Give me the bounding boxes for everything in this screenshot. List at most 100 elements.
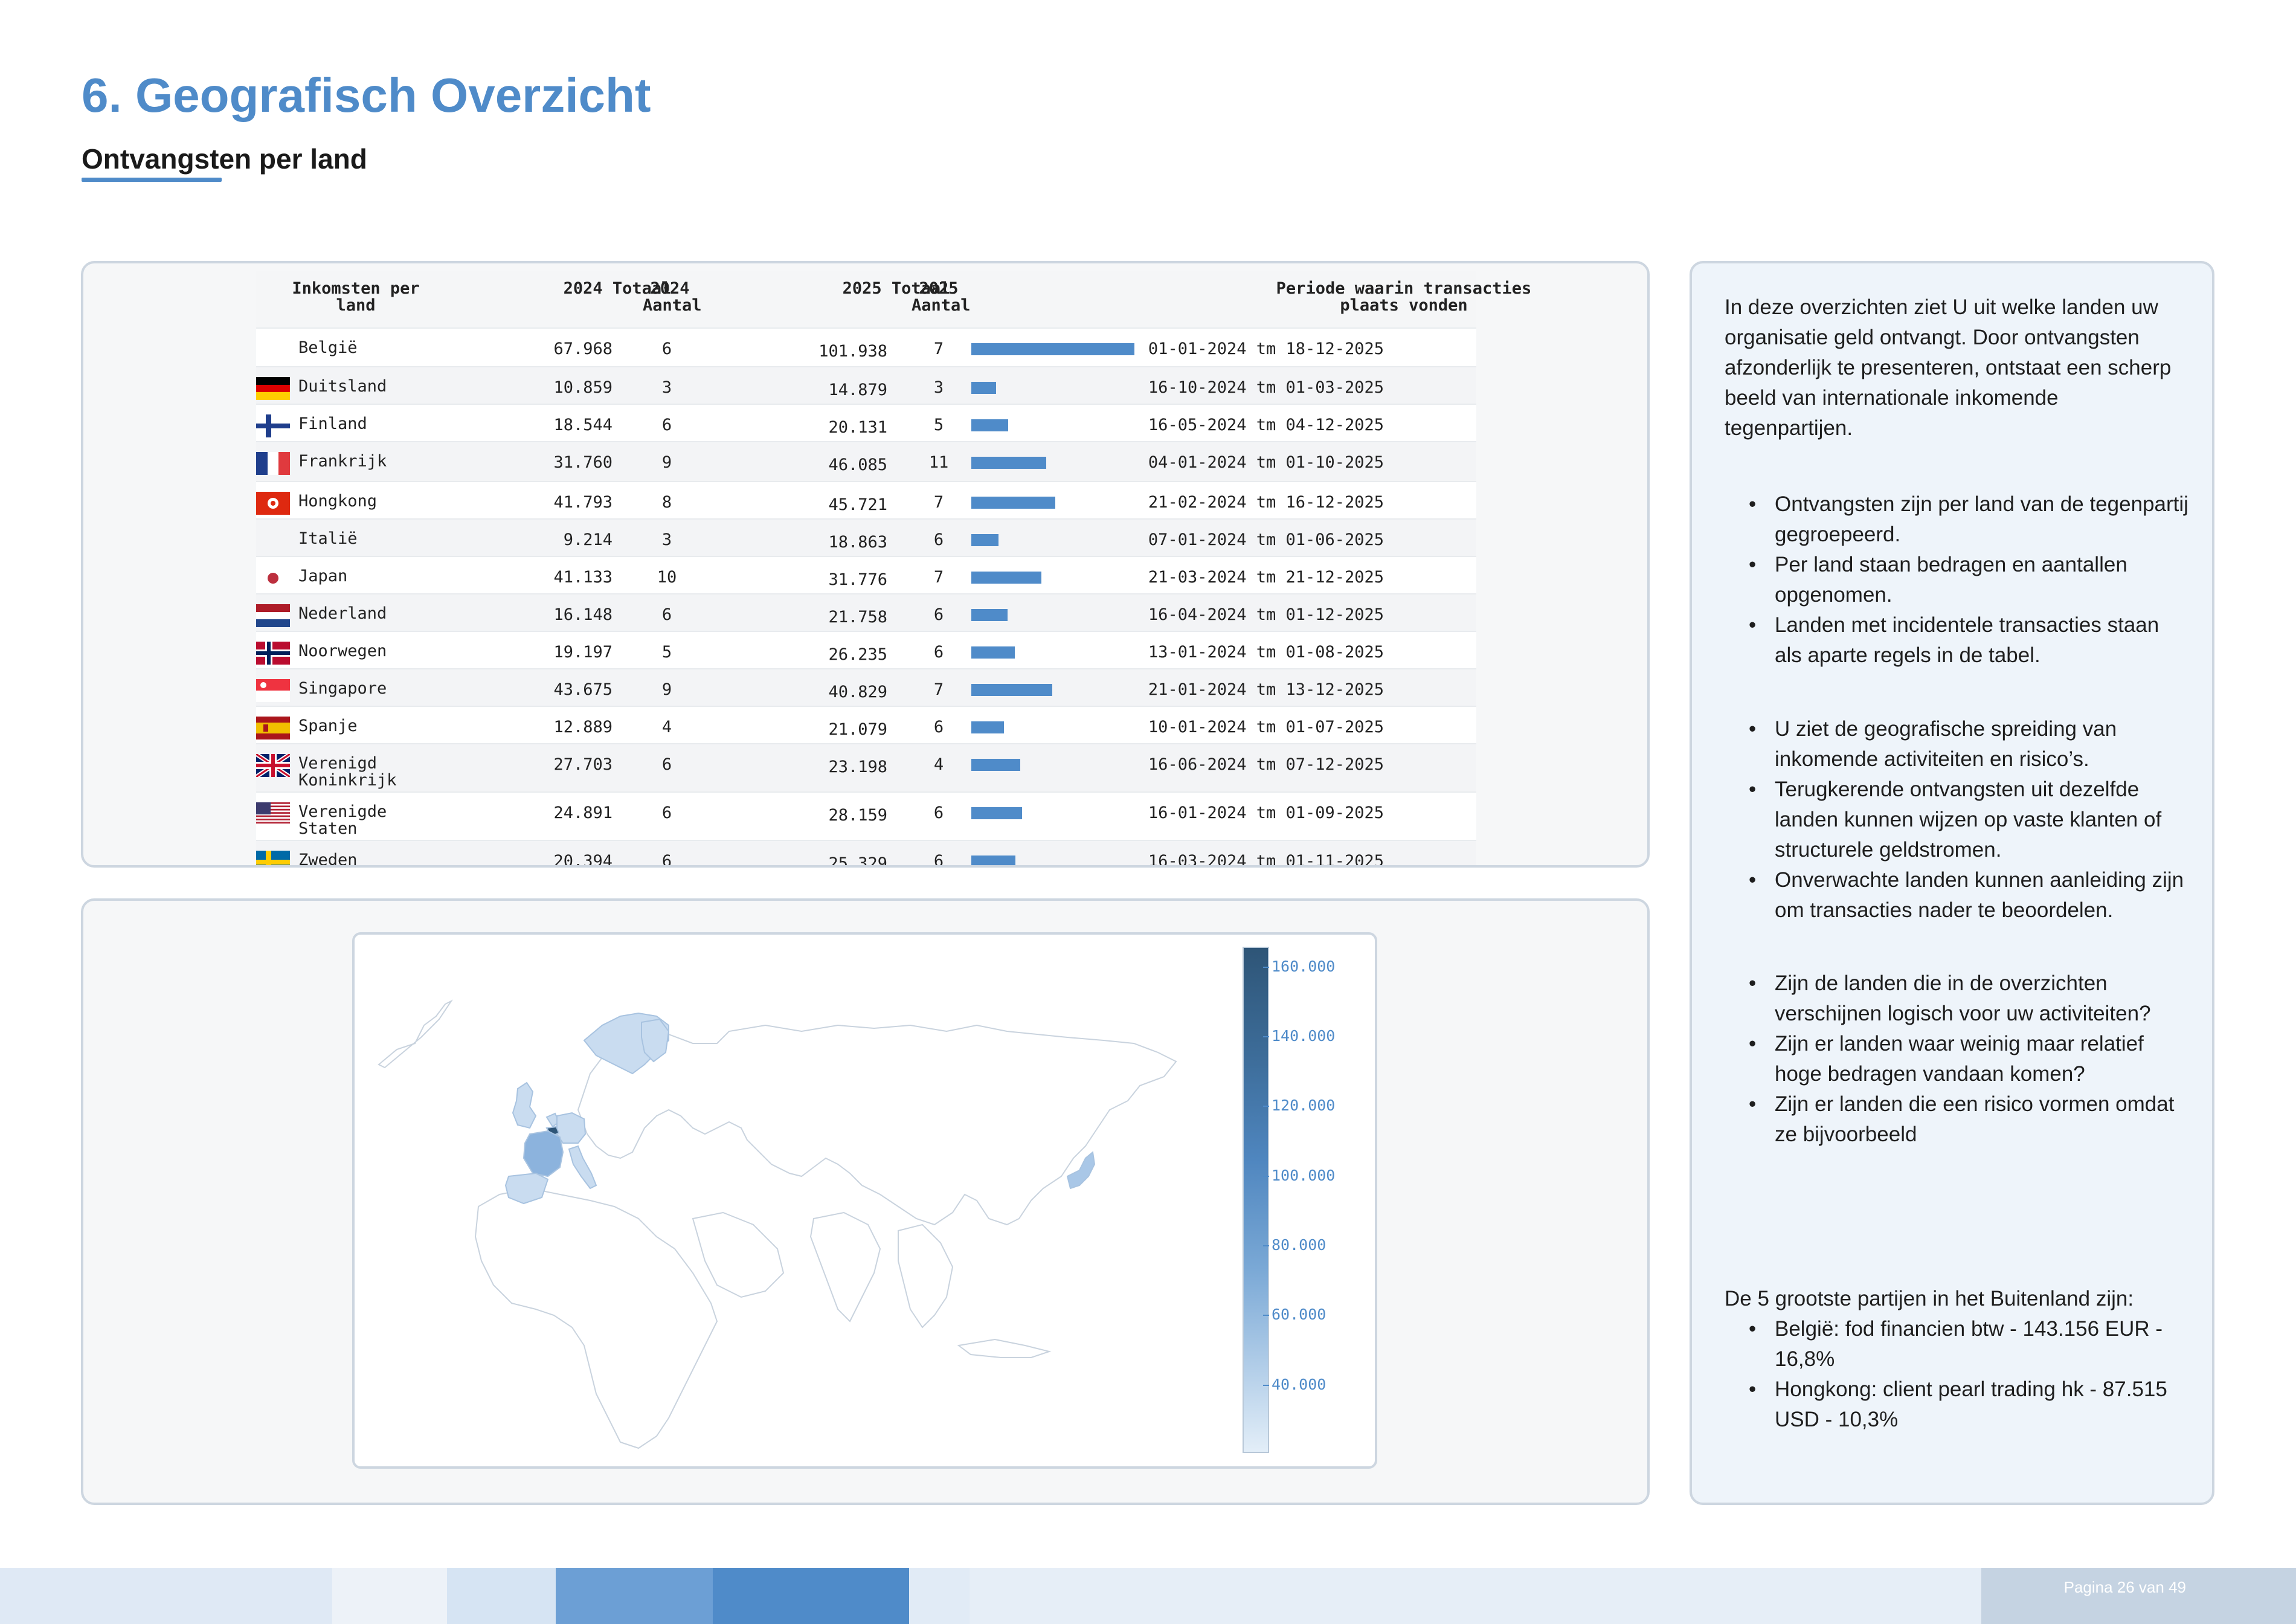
table-row: Italië 9.214 3 18.863 6 07-01-2024 tm 01-06-2… <box>256 518 1476 556</box>
total-2025: 25.329 <box>828 854 887 868</box>
table-row: Duitsland 10.859 3 14.879 3 16-10-2024 tm 01-… <box>256 366 1476 404</box>
count-2025: 5 <box>933 416 944 434</box>
flag-gb-icon <box>256 754 290 777</box>
colorbar-tick-label: 160.000 <box>1262 958 1336 975</box>
top5-list: België: fod financien btw - 143.156 EUR … <box>1749 1314 2190 1435</box>
total-2025: 31.776 <box>828 570 887 589</box>
africa-shape <box>474 1187 718 1449</box>
intro-text: In deze overzichten ziet U uit welke lan… <box>1725 295 2172 440</box>
spain-shape <box>504 1172 549 1205</box>
country-name: België <box>298 338 358 357</box>
se-asia-shape <box>898 1223 954 1329</box>
france-shape <box>523 1130 564 1178</box>
period: 21-03-2024 tm 21-12-2025 <box>1148 568 1384 587</box>
count-2025: 7 <box>933 568 944 587</box>
page-title: 6. Geografisch Overzicht <box>82 68 651 122</box>
count-2025: 11 <box>928 453 949 472</box>
total-bar <box>971 343 1134 355</box>
count-2025: 4 <box>933 755 944 774</box>
bullet-item: Terugkerende ontvangsten uit dezelfde la… <box>1749 775 2190 865</box>
country-name: Verenigd Koninkrijk <box>298 754 397 790</box>
count-2025: 3 <box>933 378 944 397</box>
table-row: Verenigd Koninkrijk 27.703 6 23.198 4 16-06-2… <box>256 743 1476 791</box>
period: 21-01-2024 tm 13-12-2025 <box>1148 680 1384 699</box>
total-bar <box>971 721 1004 733</box>
finland-shape <box>641 1018 670 1063</box>
table-header: Inkomsten per land 2024 Totaal 2024 Aant… <box>256 271 1531 327</box>
header-country: Inkomsten per land <box>292 279 420 315</box>
total-2025: 21.079 <box>828 720 887 739</box>
period: 13-01-2024 tm 01-08-2025 <box>1148 643 1384 662</box>
total-2025: 101.938 <box>818 342 887 361</box>
count-2024: 3 <box>661 378 672 397</box>
flag-nl-icon <box>256 604 290 627</box>
flag-us-icon <box>256 802 290 825</box>
total-2024: 41.793 <box>553 493 613 512</box>
footer-banner <box>0 1568 2296 1624</box>
total-bar <box>971 419 1008 431</box>
table-row: Japan 41.133 10 31.776 7 21-03-2024 tm 21-12-… <box>256 556 1476 593</box>
total-2025: 18.863 <box>828 533 887 552</box>
flag-no-icon <box>256 642 290 665</box>
colorbar-gradient <box>1243 947 1269 1453</box>
count-2025: 7 <box>933 340 944 358</box>
country-name: Zweden <box>298 851 358 868</box>
count-2024: 6 <box>661 852 672 868</box>
count-2024: 4 <box>661 718 672 736</box>
flag-se-icon <box>256 851 290 865</box>
country-name: Finland <box>298 414 367 433</box>
footer-block <box>1981 1568 2296 1624</box>
total-bar <box>971 759 1020 771</box>
section-subtitle: Ontvangsten per land <box>82 143 367 175</box>
arabia-shape <box>692 1211 785 1298</box>
count-2025: 6 <box>933 804 944 822</box>
country-outlines <box>378 999 1177 1449</box>
flag-fi-icon <box>256 414 290 437</box>
total-2024: 19.197 <box>553 643 613 662</box>
total-2025: 14.879 <box>828 381 887 399</box>
count-2024: 5 <box>661 643 672 662</box>
total-2024: 20.394 <box>553 852 613 868</box>
count-2024: 6 <box>661 340 672 358</box>
colorbar-tick-label: 40.000 <box>1262 1376 1326 1393</box>
country-name: Noorwegen <box>298 642 387 660</box>
period: 16-06-2024 tm 07-12-2025 <box>1148 755 1384 774</box>
bullet-item: Zijn er landen waar weinig maar relatief… <box>1749 1029 2190 1089</box>
count-2025: 7 <box>933 680 944 699</box>
footer-block <box>332 1568 447 1624</box>
colorbar-tick-label: 100.000 <box>1262 1167 1336 1184</box>
bullet-item: Onverwachte landen kunnen aanleiding zij… <box>1749 865 2190 926</box>
count-2024: 3 <box>661 530 672 549</box>
count-2024: 6 <box>661 804 672 822</box>
bullet-list-3: Zijn de landen die in de overzichten ver… <box>1749 968 2190 1150</box>
header-total-2024: 2024 Totaal <box>563 279 672 298</box>
bullet-item: U ziet de geografische spreiding van ink… <box>1749 714 2190 775</box>
world-choropleth-map[interactable]: 160.000 140.000 120.000 100.000 80.000 60.000… <box>352 932 1377 1469</box>
top5-title: De 5 grootste partijen in het Buitenland… <box>1725 1287 2134 1310</box>
total-2025: 26.235 <box>828 645 887 664</box>
country-name: Singapore <box>298 679 387 698</box>
table-row: België 67.968 6 101.938 7 01-01-2024 tm 18-12… <box>256 327 1476 366</box>
uk-shape <box>512 1081 537 1129</box>
total-bar <box>971 534 998 546</box>
total-2025: 28.159 <box>828 806 887 825</box>
period: 21-02-2024 tm 16-12-2025 <box>1148 493 1384 512</box>
table-row: Hongkong 41.793 8 45.721 7 21-02-2024 tm 16-1… <box>256 481 1476 518</box>
period: 01-01-2024 tm 18-12-2025 <box>1148 340 1384 358</box>
country-name: Verenigde Staten <box>298 802 387 838</box>
period: 04-01-2024 tm 01-10-2025 <box>1148 453 1384 472</box>
bullet-item: Ontvangsten zijn per land van de tegenpa… <box>1749 489 2190 550</box>
count-2024: 6 <box>661 605 672 624</box>
total-bar <box>971 572 1041 584</box>
period: 16-03-2024 tm 01-11-2025 <box>1148 852 1384 868</box>
total-bar <box>971 856 1015 865</box>
income-table-panel: Inkomsten per land 2024 Totaal 2024 Aant… <box>81 261 1650 868</box>
total-2024: 24.891 <box>553 804 613 822</box>
total-2025: 21.758 <box>828 608 887 627</box>
country-name: Spanje <box>298 717 358 735</box>
count-2024: 9 <box>661 680 672 699</box>
italy-shape <box>568 1145 597 1190</box>
count-2024: 6 <box>661 416 672 434</box>
bullet-item: België: fod financien btw - 143.156 EUR … <box>1749 1314 2190 1374</box>
country-name: Duitsland <box>298 377 387 396</box>
